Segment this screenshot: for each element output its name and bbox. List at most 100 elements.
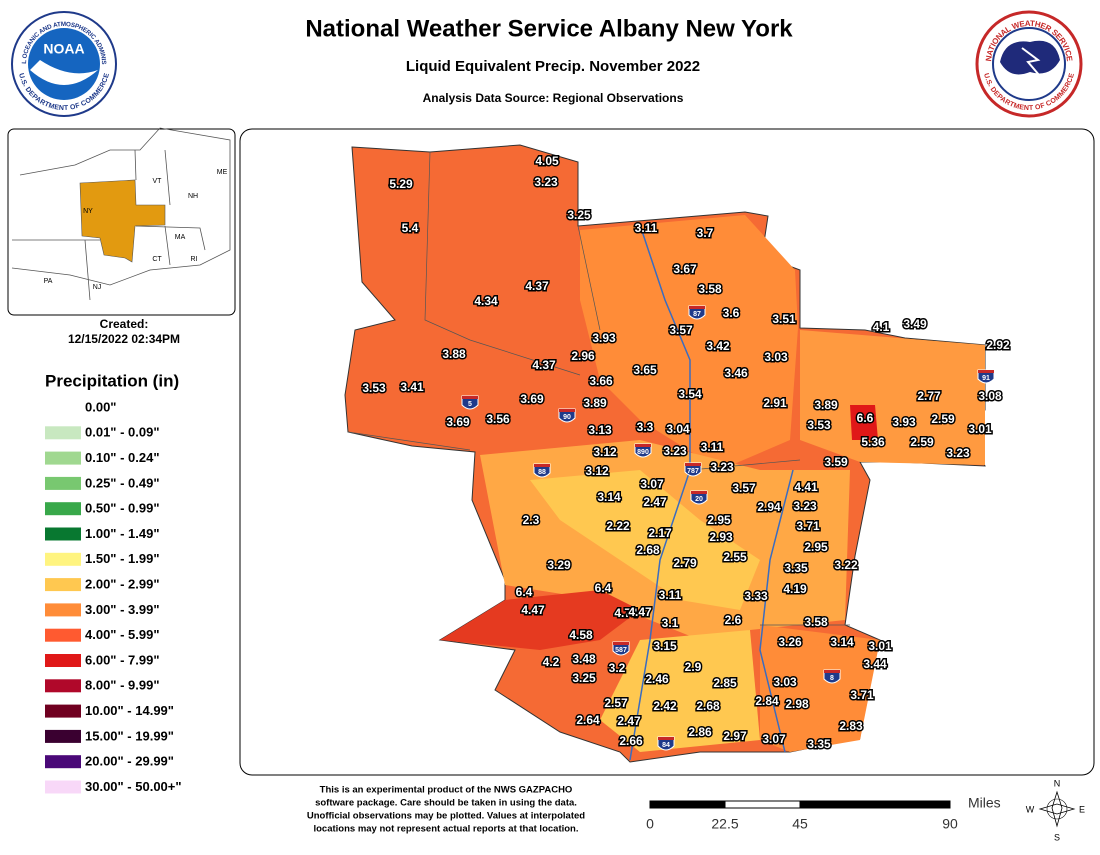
legend-label: 10.00" - 14.99" [85, 703, 174, 718]
created-label: Created: [100, 317, 149, 331]
highway-shield-top [691, 491, 707, 494]
compass-label: W [1026, 804, 1035, 814]
legend-label: 0.01" - 0.09" [85, 425, 159, 440]
station-value: 3.26 [778, 635, 802, 649]
legend-swatch [45, 502, 81, 516]
station-value: 3.23 [946, 446, 970, 460]
legend-label: 1.50" - 1.99" [85, 551, 159, 566]
station-value: 3.07 [762, 732, 786, 746]
station-value: 3.88 [442, 347, 466, 361]
highway-shield [690, 490, 708, 505]
station-value: 2.22 [606, 519, 630, 533]
scale-segment [724, 800, 801, 809]
station-value: 3.93 [592, 331, 616, 345]
station-value: 2.59 [910, 435, 934, 449]
station-value: 3.3 [637, 420, 654, 434]
legend-title: Precipitation (in) [45, 371, 179, 390]
station-value: 3.67 [673, 262, 697, 276]
station-value: 3.03 [773, 675, 797, 689]
station-value: 3.23 [793, 499, 817, 513]
scale-segment [649, 800, 726, 809]
station-value: 3.59 [824, 455, 848, 469]
station-value: 3.23 [534, 175, 558, 189]
legend-label: 0.25" - 0.49" [85, 475, 159, 490]
station-value: 3.04 [666, 422, 690, 436]
disclaimer-line: This is an experimental product of the N… [320, 785, 573, 796]
title: National Weather Service Albany New York [305, 15, 793, 42]
station-value: 2.91 [763, 396, 787, 410]
station-value: 2.95 [804, 540, 828, 554]
station-value: 2.47 [643, 495, 667, 509]
station-value: 2.96 [571, 349, 595, 363]
compass-label: S [1054, 832, 1060, 842]
legend-swatch [45, 578, 81, 592]
station-value: 3.07 [640, 477, 664, 491]
inset-label: NH [188, 193, 198, 200]
legend-swatch [45, 704, 81, 718]
station-value: 3.69 [520, 392, 544, 406]
legend: 0.00" 0.01" - 0.09" 0.10" - 0.24" 0.25" - 0… [45, 399, 182, 794]
highway-label: 587 [615, 647, 627, 654]
highway-shield-top [658, 737, 674, 740]
inset-label: MA [175, 234, 186, 241]
highway-shield [558, 408, 576, 423]
station-value: 3.53 [362, 381, 386, 395]
station-value: 3.15 [653, 639, 677, 653]
scale-tick-label: 45 [792, 816, 808, 832]
station-value: 3.11 [659, 588, 682, 602]
station-value: 3.58 [804, 615, 828, 629]
station-value: 2.9 [685, 660, 702, 674]
station-value: 3.35 [807, 737, 831, 751]
highway-shield [461, 395, 479, 410]
station-value: 3.44 [863, 657, 887, 671]
legend-label: 0.50" - 0.99" [85, 501, 159, 516]
highway-shield [688, 305, 706, 320]
station-value: 5.4 [402, 221, 419, 235]
station-value: 3.22 [834, 558, 858, 572]
station-value: 4.58 [569, 628, 593, 642]
station-value: 3.11 [701, 440, 724, 454]
legend-label: 8.00" - 9.99" [85, 678, 159, 693]
station-value: 3.2 [609, 661, 626, 675]
station-value: 2.46 [645, 672, 669, 686]
highway-shield-top [635, 444, 651, 447]
legend-label: 30.00" - 50.00+" [85, 779, 182, 794]
station-value: 3.08 [978, 389, 1002, 403]
station-value: 6.4 [595, 581, 612, 595]
station-value: 6.4 [516, 585, 533, 599]
station-value: 2.68 [636, 543, 660, 557]
legend-swatch [45, 426, 81, 440]
legend-label: 6.00" - 7.99" [85, 652, 159, 667]
station-value: 2.59 [931, 412, 955, 426]
legend-swatch [45, 729, 81, 743]
scale-tick-label: 22.5 [711, 816, 738, 832]
station-value: 3.93 [892, 415, 916, 429]
station-value: 3.46 [724, 366, 748, 380]
legend-label: 15.00" - 19.99" [85, 728, 174, 743]
station-value: 3.56 [486, 412, 510, 426]
compass-label: N [1054, 778, 1061, 788]
inset-label: CT [152, 256, 162, 263]
station-value: 4.19 [783, 582, 807, 596]
station-value: 3.33 [744, 589, 768, 603]
highway-shield-top [559, 409, 575, 412]
station-value: 2.47 [617, 714, 641, 728]
station-value: 2.92 [986, 338, 1010, 352]
disclaimer-line: software package. Care should be taken i… [315, 798, 577, 809]
station-value: 4.47 [628, 605, 652, 619]
inset-label: PA [44, 278, 53, 285]
station-value: 4.37 [532, 358, 556, 372]
station-value: 4.37 [525, 279, 549, 293]
scale-tick-label: 90 [942, 816, 958, 832]
station-value: 2.85 [713, 676, 737, 690]
station-value: 3.01 [968, 422, 992, 436]
highway-shield-top [613, 642, 629, 645]
highway-shield-top [689, 306, 705, 309]
legend-label: 3.00" - 3.99" [85, 602, 159, 617]
compass-label: E [1079, 804, 1085, 814]
station-value: 3.13 [588, 423, 612, 437]
inset-map [7, 127, 236, 316]
highway-shield [684, 462, 702, 477]
legend-label: 2.00" - 2.99" [85, 577, 159, 592]
